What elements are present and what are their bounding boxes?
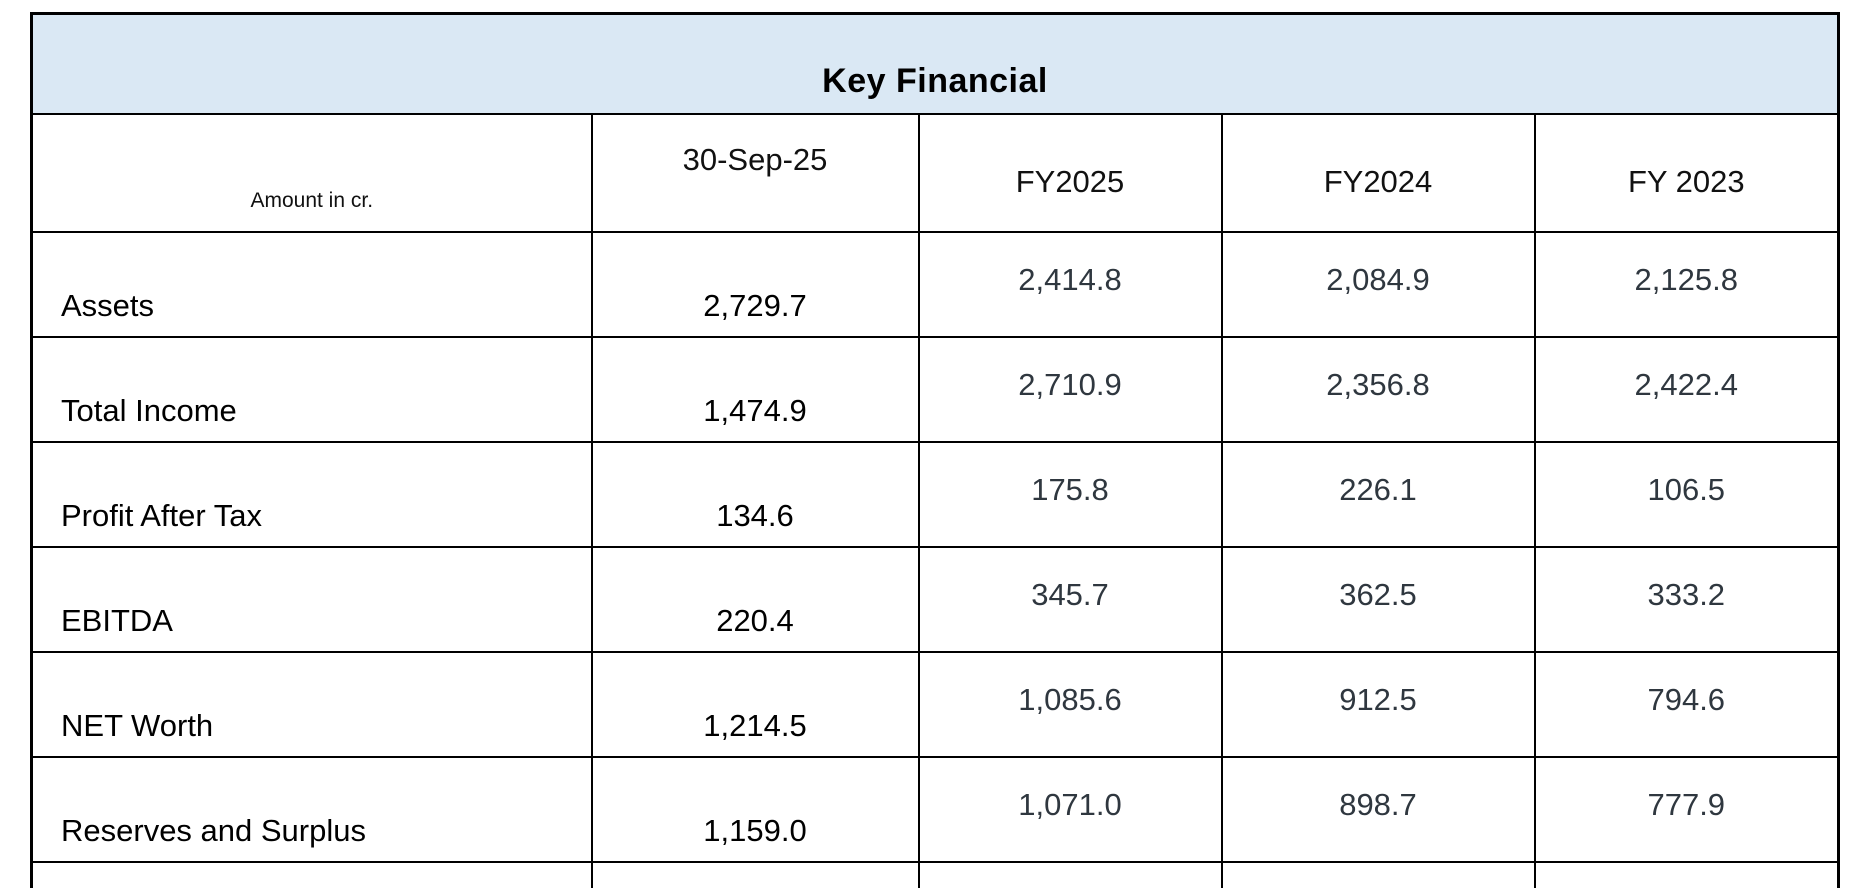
value-30-sep-25: 2,729.7: [590, 231, 920, 338]
value-fy2023: 777.9: [1533, 756, 1840, 863]
table-row: Total Borrowing 572.0 300.8 177.5 278.9: [30, 861, 1840, 888]
value-fy2024: 912.5: [1220, 651, 1536, 758]
value-fy2024: 2,084.9: [1220, 231, 1536, 338]
title-row: Key Financial: [30, 12, 1840, 115]
table-row: Total Income 1,474.9 2,710.9 2,356.8 2,4…: [30, 336, 1840, 443]
table-row: Assets 2,729.7 2,414.8 2,084.9 2,125.8: [30, 231, 1840, 338]
value-fy2025: 1,085.6: [917, 651, 1223, 758]
metric-label: Profit After Tax: [30, 441, 593, 548]
value-fy2023: 333.2: [1533, 546, 1840, 653]
key-financial-table: Key Financial Amount in cr. 30-Sep-25 FY…: [30, 12, 1841, 888]
table-row: Profit After Tax 134.6 175.8 226.1 106.5: [30, 441, 1840, 548]
metric-label: NET Worth: [30, 651, 593, 758]
value-30-sep-25: 1,159.0: [590, 756, 920, 863]
value-30-sep-25: 220.4: [590, 546, 920, 653]
value-fy2025: 300.8: [917, 861, 1223, 888]
value-fy2025: 2,414.8: [917, 231, 1223, 338]
value-fy2023: 106.5: [1533, 441, 1840, 548]
value-fy2025: 175.8: [917, 441, 1223, 548]
value-30-sep-25: 1,214.5: [590, 651, 920, 758]
value-fy2023: 794.6: [1533, 651, 1840, 758]
value-fy2024: 226.1: [1220, 441, 1536, 548]
column-header-fy2023: FY 2023: [1533, 113, 1840, 233]
value-fy2024: 362.5: [1220, 546, 1536, 653]
metric-label: EBITDA: [30, 546, 593, 653]
column-header-30-sep-25: 30-Sep-25: [590, 113, 920, 233]
metric-label: Total Borrowing: [30, 861, 593, 888]
metric-label: Assets: [30, 231, 593, 338]
table-row: EBITDA 220.4 345.7 362.5 333.2: [30, 546, 1840, 653]
value-fy2025: 1,071.0: [917, 756, 1223, 863]
table-title: Key Financial: [30, 12, 1840, 115]
table-row: NET Worth 1,214.5 1,085.6 912.5 794.6: [30, 651, 1840, 758]
value-fy2023: 278.9: [1533, 861, 1840, 888]
value-30-sep-25: 134.6: [590, 441, 920, 548]
value-30-sep-25: 572.0: [590, 861, 920, 888]
metric-label: Total Income: [30, 336, 593, 443]
value-fy2024: 898.7: [1220, 756, 1536, 863]
column-header-fy2024: FY2024: [1220, 113, 1536, 233]
metric-label: Reserves and Surplus: [30, 756, 593, 863]
value-fy2025: 345.7: [917, 546, 1223, 653]
value-fy2024: 177.5: [1220, 861, 1536, 888]
value-fy2025: 2,710.9: [917, 336, 1223, 443]
column-header-fy2025: FY2025: [917, 113, 1223, 233]
value-30-sep-25: 1,474.9: [590, 336, 920, 443]
table-row: Reserves and Surplus 1,159.0 1,071.0 898…: [30, 756, 1840, 863]
unit-label: Amount in cr.: [30, 113, 593, 233]
value-fy2023: 2,125.8: [1533, 231, 1840, 338]
value-fy2023: 2,422.4: [1533, 336, 1840, 443]
value-fy2024: 2,356.8: [1220, 336, 1536, 443]
column-header-row: Amount in cr. 30-Sep-25 FY2025 FY2024 FY…: [30, 113, 1840, 233]
